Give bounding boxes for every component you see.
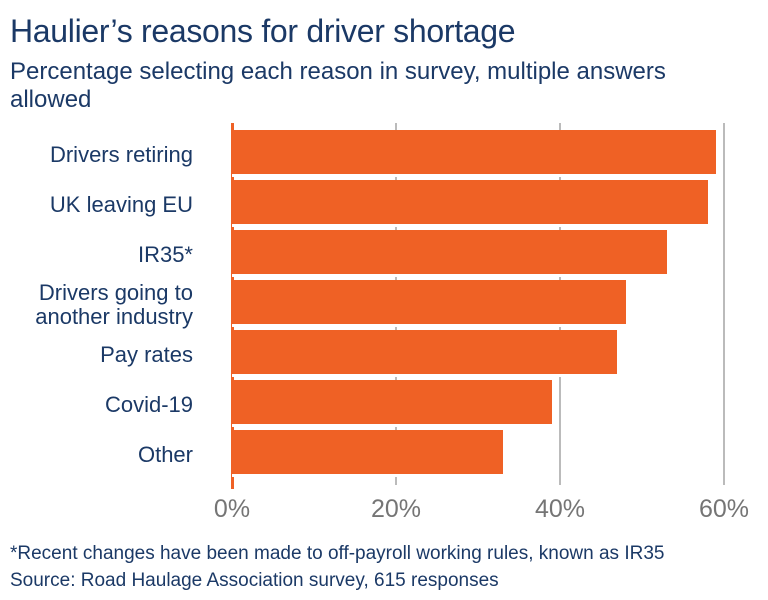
bar-chart: Drivers retiring UK leaving EU IR35* Driver… [0, 123, 768, 540]
bar-track [232, 130, 768, 180]
bar [232, 230, 667, 277]
bar-row: Drivers retiring [0, 130, 768, 180]
bar-row: Drivers going to another industry [0, 280, 768, 330]
x-tick-label: 20% [370, 495, 422, 523]
bar [232, 280, 626, 327]
bar-track [232, 280, 768, 330]
chart-subtitle: Percentage selecting each reason in surv… [10, 58, 666, 114]
chart-source: Source: Road Haulage Association survey,… [10, 570, 499, 591]
bar-track [232, 430, 768, 480]
bar-track [232, 180, 768, 230]
bar [232, 180, 708, 227]
category-label: Other [137, 442, 193, 467]
bar-row: Other [0, 430, 768, 480]
bar [232, 330, 618, 377]
plot-area: Drivers retiring UK leaving EU IR35* Driver… [0, 123, 768, 489]
chart-title: Haulier’s reasons for driver shortage [10, 13, 516, 49]
category-label: IR35* [137, 242, 193, 267]
x-axis: 0% 20% 40% 60% [0, 495, 768, 535]
x-tick-label: 60% [698, 495, 750, 523]
category-label: UK leaving EU [49, 192, 193, 217]
chart-footnote: *Recent changes have been made to off-pa… [10, 543, 665, 564]
bar [232, 380, 552, 427]
category-label: Drivers retiring [49, 142, 193, 167]
bar-row: Covid-19 [0, 380, 768, 430]
bar [232, 430, 503, 477]
category-label: Drivers going to another industry [35, 280, 193, 329]
bar [232, 130, 716, 177]
bar-row: Pay rates [0, 330, 768, 380]
category-label: Covid-19 [104, 392, 193, 417]
bar-track [232, 380, 768, 430]
bar-track [232, 230, 768, 280]
bar-row: IR35* [0, 230, 768, 280]
category-label: Pay rates [100, 342, 193, 367]
bar-row: UK leaving EU [0, 180, 768, 230]
x-tick-label: 0% [213, 495, 251, 523]
gridline-60pct [723, 123, 725, 485]
bar-track [232, 330, 768, 380]
x-tick-label: 40% [534, 495, 586, 523]
